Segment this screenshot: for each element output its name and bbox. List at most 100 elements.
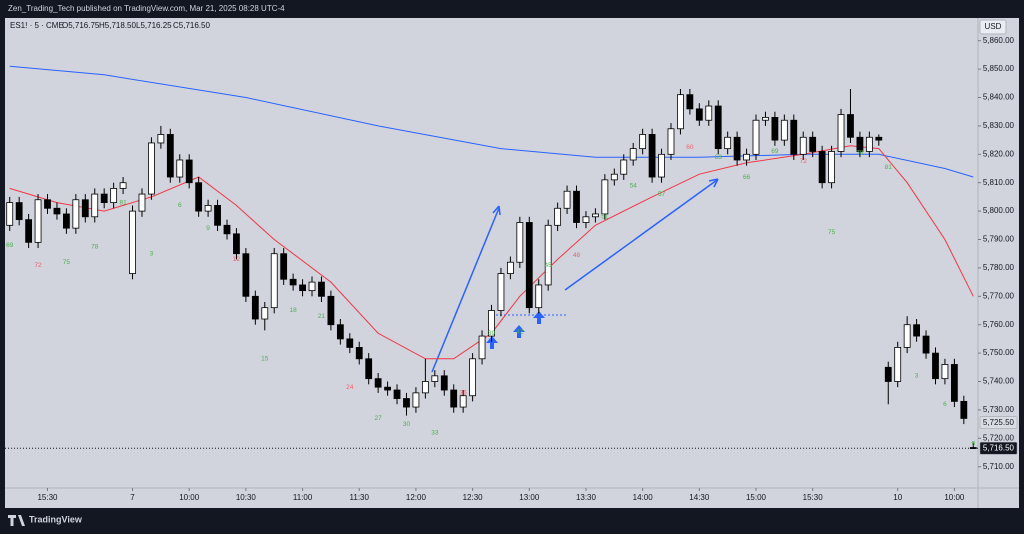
count-label: 9: [971, 441, 975, 448]
count-label: 54: [630, 182, 638, 189]
candle-body: [129, 210, 136, 274]
count-label: 66: [743, 174, 751, 181]
count-label: 60: [686, 144, 694, 151]
candle-body: [450, 389, 458, 408]
ohlc-value: C5,716.50: [173, 21, 210, 30]
candle-body: [223, 224, 231, 235]
count-label: 72: [800, 158, 808, 165]
candle-body: [922, 335, 930, 354]
x-tick-label: 10:00: [179, 493, 200, 502]
buy-arrow: [513, 325, 525, 338]
candle-body: [497, 273, 505, 311]
candle-body: [525, 222, 533, 309]
candle-body: [34, 199, 42, 243]
count-label: 63: [715, 154, 723, 161]
count-label: 15: [261, 356, 269, 363]
moving-average: [9, 65, 974, 178]
candle-body: [280, 253, 288, 280]
candle-body: [875, 136, 883, 141]
candle-body: [752, 119, 760, 155]
count-label: 6: [943, 401, 947, 408]
candle-body: [100, 193, 108, 203]
count-label: 21: [318, 313, 326, 320]
y-tick-label: 5,720.00: [983, 433, 1015, 442]
count-label: 18: [290, 307, 298, 314]
count-label: 33: [431, 429, 439, 436]
count-label: 45: [545, 262, 553, 269]
x-tick-label: 13:30: [576, 493, 597, 502]
candle-body: [686, 94, 694, 110]
candle-body: [639, 134, 647, 150]
candle-body: [336, 324, 344, 340]
publish-title: Zen_Trading_Tech published on TradingVie…: [8, 4, 285, 13]
x-tick-label: 15:30: [803, 493, 824, 502]
candle-body: [440, 375, 448, 391]
candle-body: [166, 134, 174, 178]
candle-body: [478, 335, 486, 360]
candle-body: [421, 381, 429, 394]
symbol: ES1! · 5 · CME: [10, 21, 64, 30]
ohlc-legend: O5,716.75 H5,718.50 L5,716.25 C5,716.50: [62, 21, 210, 30]
buy-arrow: [533, 311, 545, 324]
candle-body: [941, 364, 949, 380]
candle-body: [894, 347, 902, 382]
count-label: 30: [403, 421, 411, 428]
y-tick-label: 5,850.00: [983, 64, 1015, 73]
trend-arrow: [564, 179, 718, 291]
count-label: 3: [150, 250, 154, 257]
candle-body: [818, 151, 826, 184]
ohlc-value: L5,716.25: [136, 21, 172, 30]
candle-body: [91, 193, 99, 218]
x-tick-label: 10: [893, 493, 902, 502]
candle-body: [148, 142, 155, 195]
price-label: 5,716.50: [983, 443, 1015, 452]
buy-arrow: [486, 336, 498, 349]
candle-body: [185, 159, 193, 184]
candle-body: [913, 324, 920, 337]
candle-body: [809, 136, 817, 152]
count-label: 48: [573, 252, 581, 259]
x-tick-label: 14:00: [633, 493, 654, 502]
candle-body: [554, 207, 562, 226]
candle-body: [299, 284, 306, 292]
candle-body: [138, 193, 146, 212]
count-label: 81: [119, 199, 127, 206]
candle-body: [516, 222, 524, 263]
candle-body: [667, 128, 675, 155]
x-tick-label: 12:00: [406, 493, 427, 502]
candle-body: [431, 375, 439, 382]
count-label: 81: [885, 164, 893, 171]
candle-body: [969, 447, 977, 449]
ohlc-value: O5,716.75: [62, 21, 100, 30]
count-label: 78: [856, 150, 864, 157]
y-tick-label: 5,840.00: [983, 93, 1015, 102]
candle-body: [289, 278, 297, 286]
candle-body: [705, 105, 713, 121]
candle-body: [733, 136, 741, 161]
price-label-box: [979, 441, 1018, 455]
candle-body: [582, 216, 590, 223]
candle-body: [53, 207, 61, 215]
candle-body: [837, 114, 845, 152]
candle-body: [365, 358, 373, 380]
y-tick-label: 5,760.00: [983, 320, 1015, 329]
candle-body: [72, 199, 80, 229]
y-tick-label: 5,770.00: [983, 291, 1015, 300]
candle-body: [724, 136, 732, 150]
candle-body: [677, 94, 684, 130]
candle-body: [592, 213, 599, 218]
count-label: 72: [34, 262, 42, 269]
y-tick-label: 5,780.00: [983, 263, 1015, 272]
candle-body: [119, 182, 127, 189]
candle-body: [544, 224, 552, 286]
candle-body: [403, 398, 410, 408]
candle-body: [535, 284, 543, 309]
y-tick-label: 5,810.00: [983, 178, 1015, 187]
candle-body: [828, 151, 835, 184]
candle-body: [63, 213, 70, 229]
x-tick-label: 12:30: [463, 493, 484, 502]
count-label: 27: [375, 415, 383, 422]
count-label: 78: [91, 243, 99, 250]
y-tick-label: 5,730.00: [983, 405, 1015, 414]
